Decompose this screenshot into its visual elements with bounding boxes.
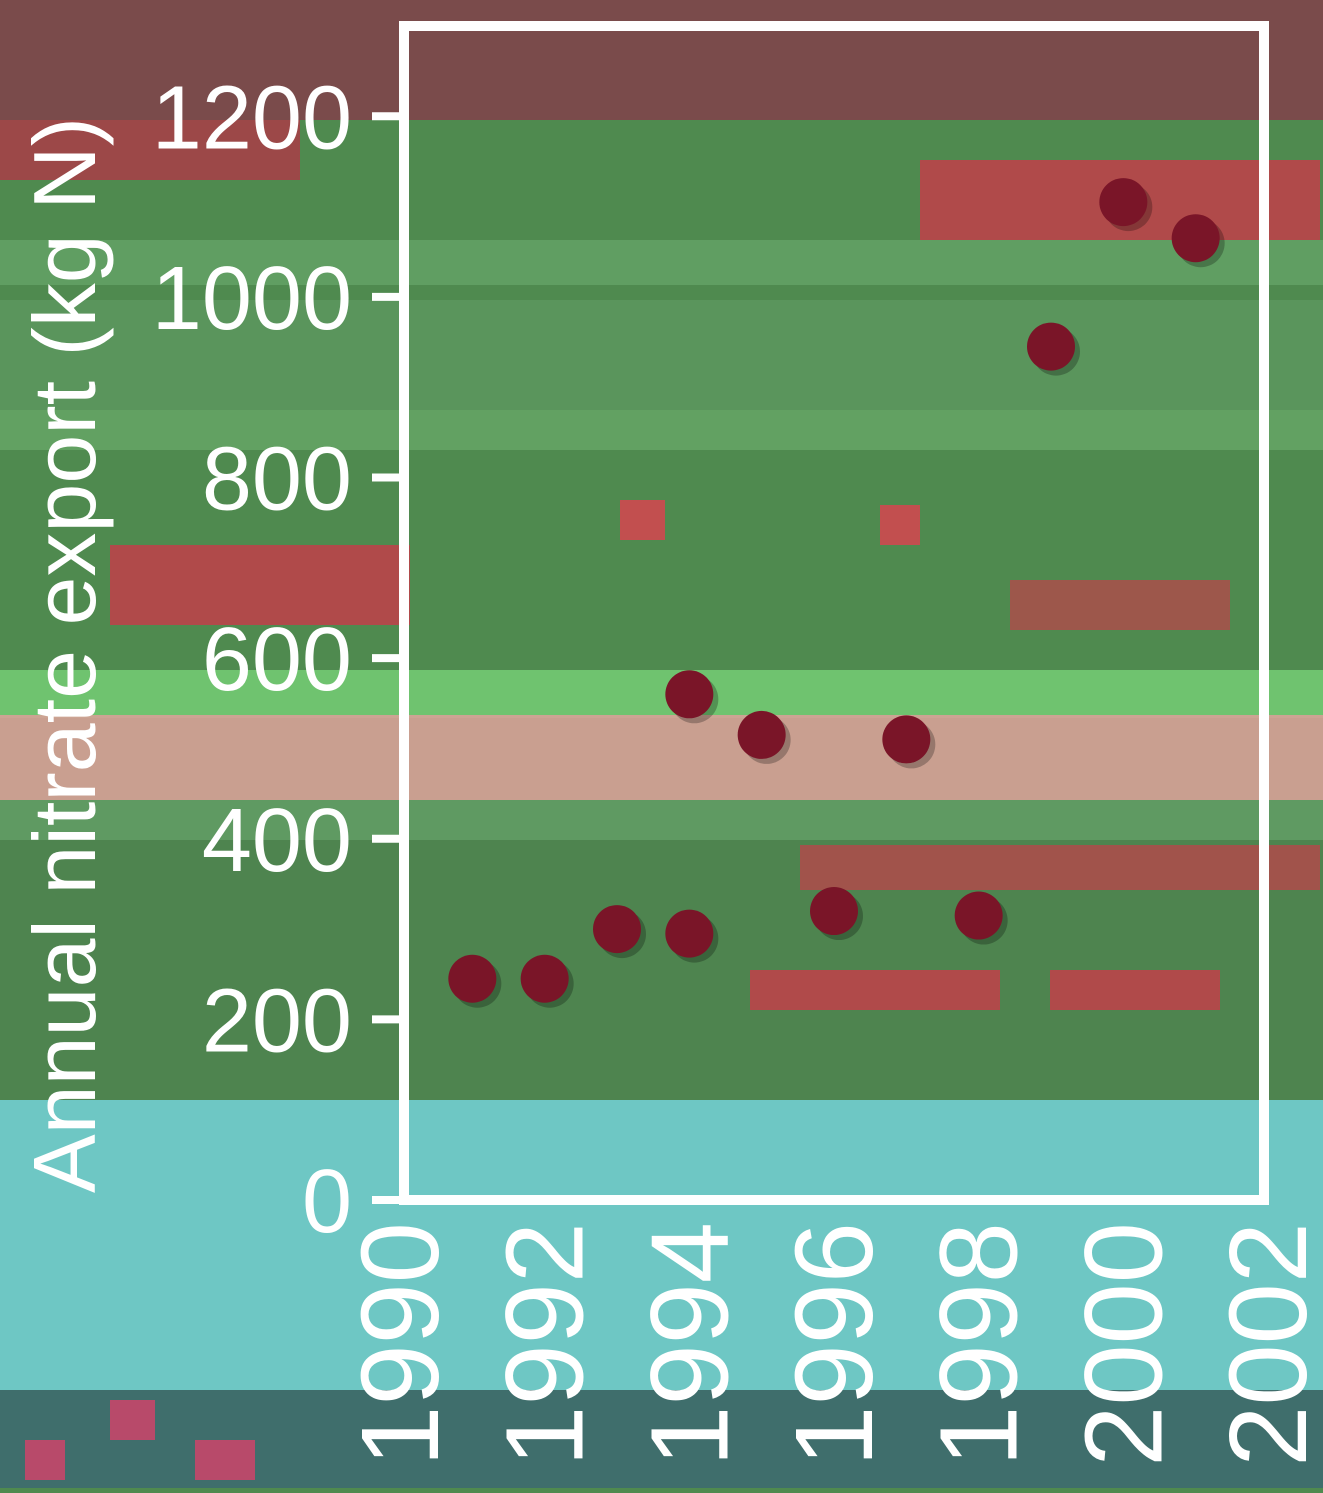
data-point <box>448 954 497 1003</box>
x-tick-label: 1992 <box>484 1222 607 1467</box>
data-point <box>593 905 641 954</box>
data-point <box>954 891 1003 940</box>
y-tick-label: 600 <box>202 610 352 710</box>
y-tick-label: 1000 <box>152 249 352 349</box>
y-tick-label: 1200 <box>152 68 352 168</box>
x-tick-label: 1990 <box>339 1222 462 1467</box>
data-point <box>665 909 714 958</box>
y-axis-label: Annual nitrate export (kg N) <box>15 117 114 1193</box>
data-point <box>882 715 931 764</box>
data-point <box>810 887 858 936</box>
y-tick-label: 200 <box>202 971 352 1071</box>
x-tick-label: 1996 <box>773 1222 896 1467</box>
data-point <box>1099 178 1148 227</box>
plot-area-frame <box>399 21 1269 1205</box>
x-tick-label: 1994 <box>628 1222 751 1467</box>
y-tick-label: 0 <box>302 1152 352 1252</box>
x-tick-label: 1998 <box>918 1222 1041 1467</box>
data-point <box>737 710 786 759</box>
x-tick-label: 2002 <box>1207 1222 1323 1467</box>
y-tick-label: 400 <box>202 791 352 891</box>
data-point <box>520 954 569 1003</box>
data-points <box>448 178 1225 1008</box>
data-point <box>665 670 714 719</box>
data-point <box>1171 214 1220 263</box>
data-point <box>1027 322 1075 371</box>
y-tick-label: 800 <box>202 430 352 530</box>
x-axis: 1990 1992 1994 1996 1998 2000 2002 <box>339 1222 1323 1467</box>
y-axis: 0 200 400 600 800 1000 1200 <box>152 68 404 1252</box>
x-tick-label: 2000 <box>1062 1222 1185 1467</box>
